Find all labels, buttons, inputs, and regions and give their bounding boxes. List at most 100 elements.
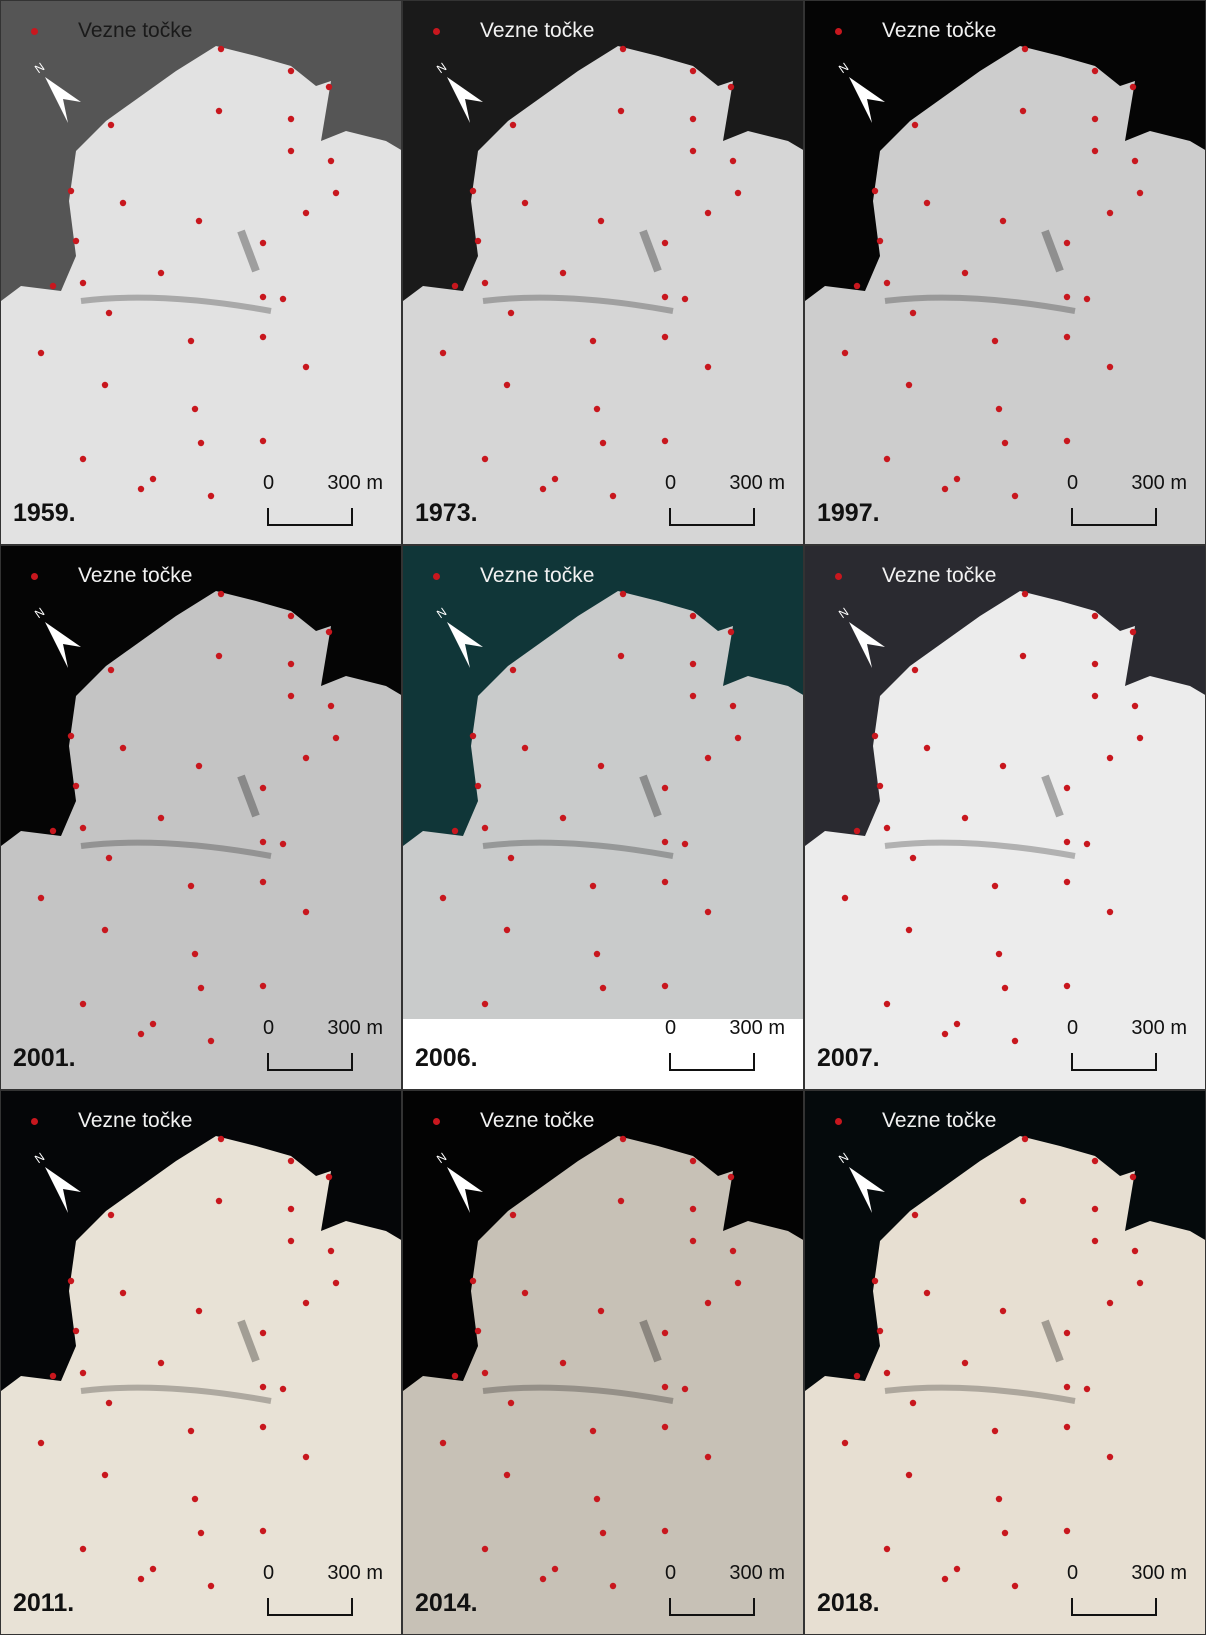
tie-point — [217, 590, 225, 598]
tie-point — [661, 1329, 669, 1337]
tie-point — [1136, 1279, 1144, 1287]
tie-point — [79, 1545, 87, 1553]
tie-point — [734, 189, 742, 197]
tie-point — [661, 784, 669, 792]
tie-point — [195, 217, 203, 225]
tie-point — [37, 1439, 45, 1447]
tie-point — [661, 878, 669, 886]
tie-point — [1063, 333, 1071, 341]
tie-point — [509, 121, 517, 129]
tie-point — [681, 295, 689, 303]
tie-point — [995, 1495, 1003, 1503]
tie-points — [841, 1135, 1144, 1590]
scale-max-label: 300 m — [327, 472, 383, 494]
tie-point-icon — [835, 27, 842, 35]
tie-point — [302, 363, 310, 371]
tie-point-icon — [835, 1117, 842, 1125]
legend: Vezne točke — [835, 1109, 996, 1133]
tie-point — [302, 754, 310, 762]
tie-point — [689, 660, 697, 668]
tie-point — [1063, 293, 1071, 301]
tie-point — [597, 1307, 605, 1315]
tie-point — [259, 293, 267, 301]
tie-point — [259, 1423, 267, 1431]
scale-bar: 0 300 m — [233, 1017, 383, 1077]
tie-point — [841, 349, 849, 357]
legend-label: Vezne točke — [882, 1109, 997, 1132]
tie-point — [279, 840, 287, 848]
tie-point — [451, 1372, 459, 1380]
blank-area — [403, 1019, 803, 1089]
tie-point — [727, 1173, 735, 1181]
tie-point — [551, 1565, 559, 1573]
north-arrow-icon: N — [435, 60, 483, 123]
tie-point — [953, 1565, 961, 1573]
tie-point — [327, 1247, 335, 1255]
tie-point — [287, 1205, 295, 1213]
tie-point — [521, 1289, 529, 1297]
north-arrow-icon: N — [837, 605, 885, 668]
tie-point — [439, 894, 447, 902]
tie-point — [661, 239, 669, 247]
tie-point — [909, 309, 917, 317]
tie-point — [999, 762, 1007, 770]
tie-point — [689, 115, 697, 123]
tie-point — [727, 628, 735, 636]
tie-point — [197, 984, 205, 992]
tie-point — [1063, 982, 1071, 990]
tie-point — [911, 121, 919, 129]
tie-point — [853, 1372, 861, 1380]
north-arrow-icon: N — [837, 60, 885, 123]
tie-point — [157, 1359, 165, 1367]
tie-point — [439, 1439, 447, 1447]
scale-zero-label: 0 — [263, 1562, 275, 1584]
tie-point — [259, 838, 267, 846]
tie-point — [661, 1423, 669, 1431]
tie-point — [259, 1329, 267, 1337]
north-label: N — [837, 605, 851, 621]
tie-points — [37, 1135, 340, 1590]
scale-zero-label: 0 — [263, 1017, 275, 1039]
tie-point — [67, 732, 75, 740]
tie-point — [481, 455, 489, 463]
tie-point — [1063, 437, 1071, 445]
tie-point — [599, 1529, 607, 1537]
tie-point — [923, 744, 931, 752]
tie-point — [79, 279, 87, 287]
scale-max-label: 300 m — [729, 1562, 785, 1584]
legend: Vezne točke — [433, 19, 594, 43]
north-arrow-icon: N — [33, 60, 81, 123]
tie-point — [593, 950, 601, 958]
tie-point — [911, 1211, 919, 1219]
tie-point — [217, 45, 225, 53]
tie-points — [37, 45, 340, 500]
scale-max-label: 300 m — [1131, 472, 1187, 494]
tie-point — [469, 187, 477, 195]
orthophoto — [805, 1091, 1205, 1634]
scale-max-label: 300 m — [1131, 1562, 1187, 1584]
tie-point — [1011, 1582, 1019, 1590]
tie-point — [197, 1529, 205, 1537]
legend: Vezne točke — [835, 19, 996, 43]
north-arrow-icon: N — [33, 1150, 81, 1213]
north-arrow-icon: N — [837, 1150, 885, 1213]
tie-point — [961, 814, 969, 822]
tie-point — [1063, 1383, 1071, 1391]
scale-zero-label: 0 — [1067, 1017, 1079, 1039]
legend-label: Vezne točke — [78, 19, 193, 42]
tie-point — [704, 908, 712, 916]
tie-point — [1021, 1135, 1029, 1143]
orthophoto — [403, 1, 803, 544]
tie-point — [909, 854, 917, 862]
tie-point — [79, 1000, 87, 1008]
tie-point — [105, 854, 113, 862]
tie-point — [999, 1307, 1007, 1315]
tie-point — [1091, 1205, 1099, 1213]
tie-point — [187, 1427, 195, 1435]
legend: Vezne točke — [835, 564, 996, 588]
tie-point — [1021, 45, 1029, 53]
tie-point — [876, 237, 884, 245]
tie-point — [279, 1385, 287, 1393]
tie-point — [207, 1582, 215, 1590]
scale-max-label: 300 m — [1131, 1017, 1187, 1039]
